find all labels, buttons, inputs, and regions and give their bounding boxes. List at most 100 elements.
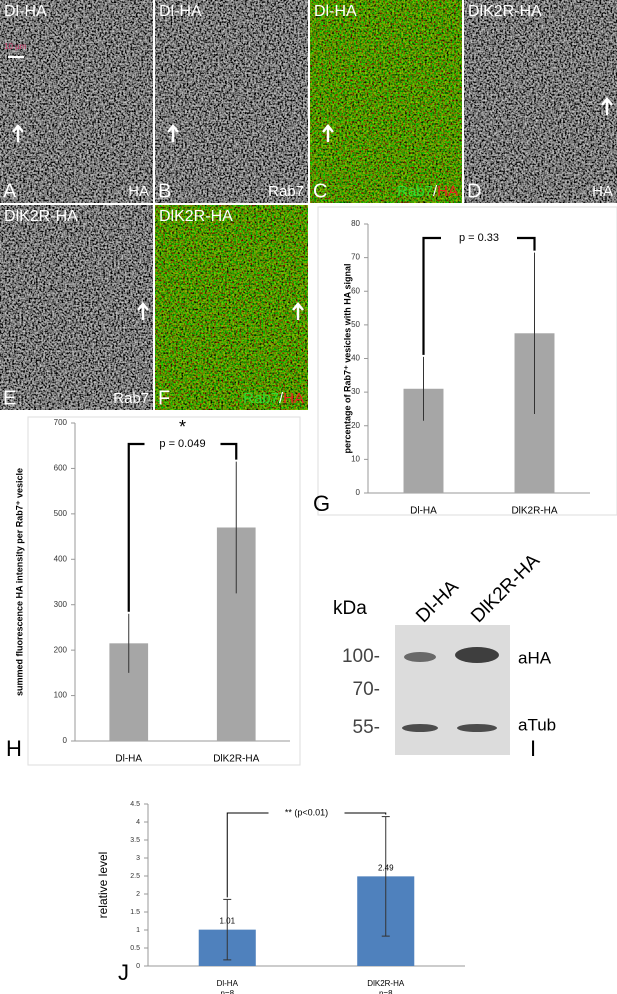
annotation: ** (p<0.01) bbox=[285, 807, 328, 817]
value-label: 2.49 bbox=[378, 863, 394, 872]
y-tick-label: 70 bbox=[351, 253, 360, 262]
band-label: aTub bbox=[518, 715, 556, 734]
x-tick-label: Dl-HA bbox=[115, 754, 142, 765]
panel-label: DlK2R-HA bbox=[4, 208, 78, 225]
x-tick-note: n=8 bbox=[379, 989, 393, 994]
channel-part: / bbox=[279, 390, 284, 407]
channel-label: Rab7/HA bbox=[243, 390, 304, 407]
channel-label: Rab7 bbox=[268, 183, 304, 200]
y-tick-label: 200 bbox=[54, 645, 68, 654]
significance: * bbox=[179, 417, 186, 437]
panel-letter: C bbox=[313, 180, 327, 202]
channel-part: Rab7 bbox=[243, 390, 279, 407]
lane-label: DlK2R-HA bbox=[467, 550, 544, 627]
annotation-bg bbox=[268, 806, 345, 820]
marker-label: 55- bbox=[353, 717, 380, 738]
y-tick-label: 0 bbox=[63, 736, 68, 745]
channel-part: / bbox=[433, 183, 438, 200]
y-tick-label: 4 bbox=[136, 819, 140, 826]
y-tick-label: 700 bbox=[54, 418, 68, 427]
y-tick-label: 500 bbox=[54, 509, 68, 518]
channel-part: HA bbox=[128, 183, 149, 200]
arrow bbox=[167, 124, 179, 142]
x-tick-label: Dl-HA bbox=[217, 979, 239, 988]
micrograph-texture bbox=[155, 0, 308, 203]
x-tick-label: DlK2R-HA bbox=[367, 979, 405, 988]
panel-letter: G bbox=[313, 491, 330, 516]
panel-letter: H bbox=[6, 736, 22, 761]
annotation-bg bbox=[144, 437, 221, 451]
annotation: p = 0.049 bbox=[159, 438, 205, 450]
y-axis-label: relative level bbox=[96, 852, 110, 919]
y-tick-label: 2 bbox=[136, 891, 140, 898]
value-label: 1.01 bbox=[219, 917, 235, 926]
band-label: aHA bbox=[518, 648, 552, 667]
channel-label: HA bbox=[592, 183, 613, 200]
y-tick-label: 300 bbox=[54, 600, 68, 609]
y-tick-label: 0 bbox=[356, 488, 361, 497]
arrow bbox=[12, 124, 24, 142]
y-axis-label: summed fluorescence HA intensity per Rab… bbox=[14, 468, 24, 696]
micrograph-texture bbox=[464, 0, 617, 203]
chart-frame bbox=[27, 416, 301, 766]
y-tick-label: 1 bbox=[136, 927, 140, 934]
channel-label: Rab7 bbox=[113, 390, 149, 407]
y-tick-label: 600 bbox=[54, 464, 68, 473]
blot-band bbox=[457, 724, 497, 732]
channel-part: Rab7 bbox=[397, 183, 433, 200]
arrow bbox=[292, 302, 304, 320]
panel-label: Dl-HA bbox=[314, 3, 357, 20]
channel-label: HA bbox=[128, 183, 149, 200]
y-tick-label: 3 bbox=[136, 855, 140, 862]
panel-letter: F bbox=[158, 387, 170, 409]
scale-bar-label: 10 µm bbox=[4, 42, 27, 51]
y-tick-label: 10 bbox=[351, 454, 360, 463]
x-tick-label: DlK2R-HA bbox=[511, 506, 557, 517]
panel-label: Dl-HA bbox=[4, 3, 47, 20]
micrograph-texture bbox=[0, 0, 153, 203]
marker-label: 70- bbox=[353, 679, 380, 700]
y-tick-label: 30 bbox=[351, 387, 360, 396]
y-axis-label: percentage of Rab7⁺ vesicles with HA sig… bbox=[342, 264, 352, 454]
blot-unit: kDa bbox=[333, 598, 367, 619]
arrow bbox=[137, 302, 149, 320]
blot-band bbox=[404, 652, 436, 662]
panel-letter: I bbox=[530, 736, 536, 761]
y-tick-label: 50 bbox=[351, 320, 360, 329]
arrow bbox=[322, 124, 334, 142]
panel-letter: E bbox=[3, 387, 16, 409]
panel-label: Dl-HA bbox=[159, 3, 202, 20]
marker-label: 100- bbox=[342, 646, 380, 667]
y-tick-label: 100 bbox=[54, 691, 68, 700]
channel-part: HA bbox=[592, 183, 613, 200]
y-tick-label: 400 bbox=[54, 554, 68, 563]
y-tick-label: 80 bbox=[351, 219, 360, 228]
y-tick-label: 2.5 bbox=[130, 873, 140, 880]
micrograph-texture bbox=[0, 205, 153, 410]
y-tick-label: 1.5 bbox=[130, 909, 140, 916]
y-tick-label: 20 bbox=[351, 421, 360, 430]
lane-label: Dl-HA bbox=[412, 576, 463, 627]
annotation: p = 0.33 bbox=[459, 232, 499, 244]
panel-letter: A bbox=[3, 180, 17, 202]
annotation-bg bbox=[441, 231, 517, 245]
y-tick-label: 40 bbox=[351, 354, 360, 363]
channel-label: Rab7/HA bbox=[397, 183, 458, 200]
micrograph-texture bbox=[310, 0, 462, 203]
x-tick-note: n=8 bbox=[220, 989, 234, 994]
channel-part: HA bbox=[283, 390, 304, 407]
blot-band bbox=[455, 647, 499, 663]
y-tick-label: 3.5 bbox=[130, 837, 140, 844]
panel-letter: B bbox=[158, 180, 171, 202]
y-tick-label: 60 bbox=[351, 286, 360, 295]
x-tick-label: Dl-HA bbox=[410, 506, 437, 517]
y-tick-label: 0 bbox=[136, 963, 140, 970]
y-tick-label: 0.5 bbox=[130, 945, 140, 952]
arrow bbox=[601, 97, 613, 115]
micrograph-texture bbox=[155, 205, 308, 410]
x-tick-label: DlK2R-HA bbox=[213, 754, 259, 765]
panel-letter: D bbox=[467, 180, 481, 202]
channel-part: Rab7 bbox=[113, 390, 149, 407]
